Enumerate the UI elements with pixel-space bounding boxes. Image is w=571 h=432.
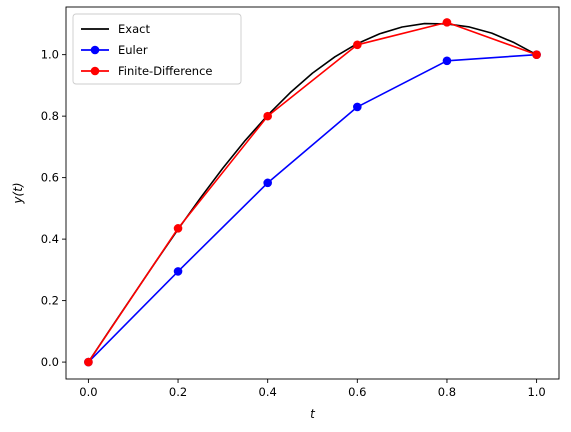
- data-point: [532, 50, 541, 59]
- legend-marker: [90, 45, 100, 55]
- legend-entry: Finite-Difference: [81, 64, 212, 78]
- data-point: [263, 111, 272, 121]
- legend-entry: Exact: [81, 22, 150, 36]
- legend-label: Exact: [118, 22, 150, 36]
- data-point: [353, 40, 362, 50]
- x-tick-label: 0.6: [348, 385, 366, 399]
- data-point: [173, 267, 183, 276]
- x-tick-label: 0.2: [169, 385, 187, 399]
- series-layer: [84, 18, 541, 367]
- x-tick-label: 0.4: [259, 385, 277, 399]
- data-point: [442, 56, 452, 66]
- series-line: [87, 21, 537, 363]
- legend: Exact Euler Finite-Difference: [72, 13, 242, 85]
- y-axis: 0.0 0.2 0.4 0.6 0.8 1.0: [41, 48, 66, 369]
- x-tick-label: 1.0: [527, 385, 545, 399]
- x-tick-label: 0.0: [79, 385, 97, 399]
- series-line: [87, 53, 537, 363]
- plot-frame: [65, 6, 560, 380]
- y-tick-label: 0.8: [41, 109, 59, 123]
- legend-label: Euler: [118, 43, 148, 57]
- data-point: [353, 102, 362, 112]
- x-axis-label: t: [310, 407, 316, 421]
- data-point: [263, 178, 272, 188]
- y-tick-label: 0.6: [41, 171, 59, 185]
- legend-marker: [90, 66, 100, 76]
- y-tick-label: 1.0: [41, 48, 59, 62]
- data-point: [84, 357, 93, 367]
- data-point: [442, 18, 452, 27]
- legend-label: Finite-Difference: [118, 64, 212, 78]
- y-tick-label: 0.0: [41, 355, 59, 369]
- x-axis: 0.0 0.2 0.4 0.6 0.8 1.0: [79, 379, 546, 399]
- series-finite-difference: [84, 18, 541, 367]
- y-tick-label: 0.4: [41, 232, 59, 246]
- y-tick-label: 0.2: [41, 294, 59, 308]
- y-axis-label: y(t): [11, 182, 25, 204]
- data-point: [173, 224, 183, 233]
- series-euler: [84, 50, 541, 367]
- x-tick-label: 0.8: [438, 385, 456, 399]
- legend-entry: Euler: [81, 43, 148, 57]
- legend-frame: [72, 13, 242, 85]
